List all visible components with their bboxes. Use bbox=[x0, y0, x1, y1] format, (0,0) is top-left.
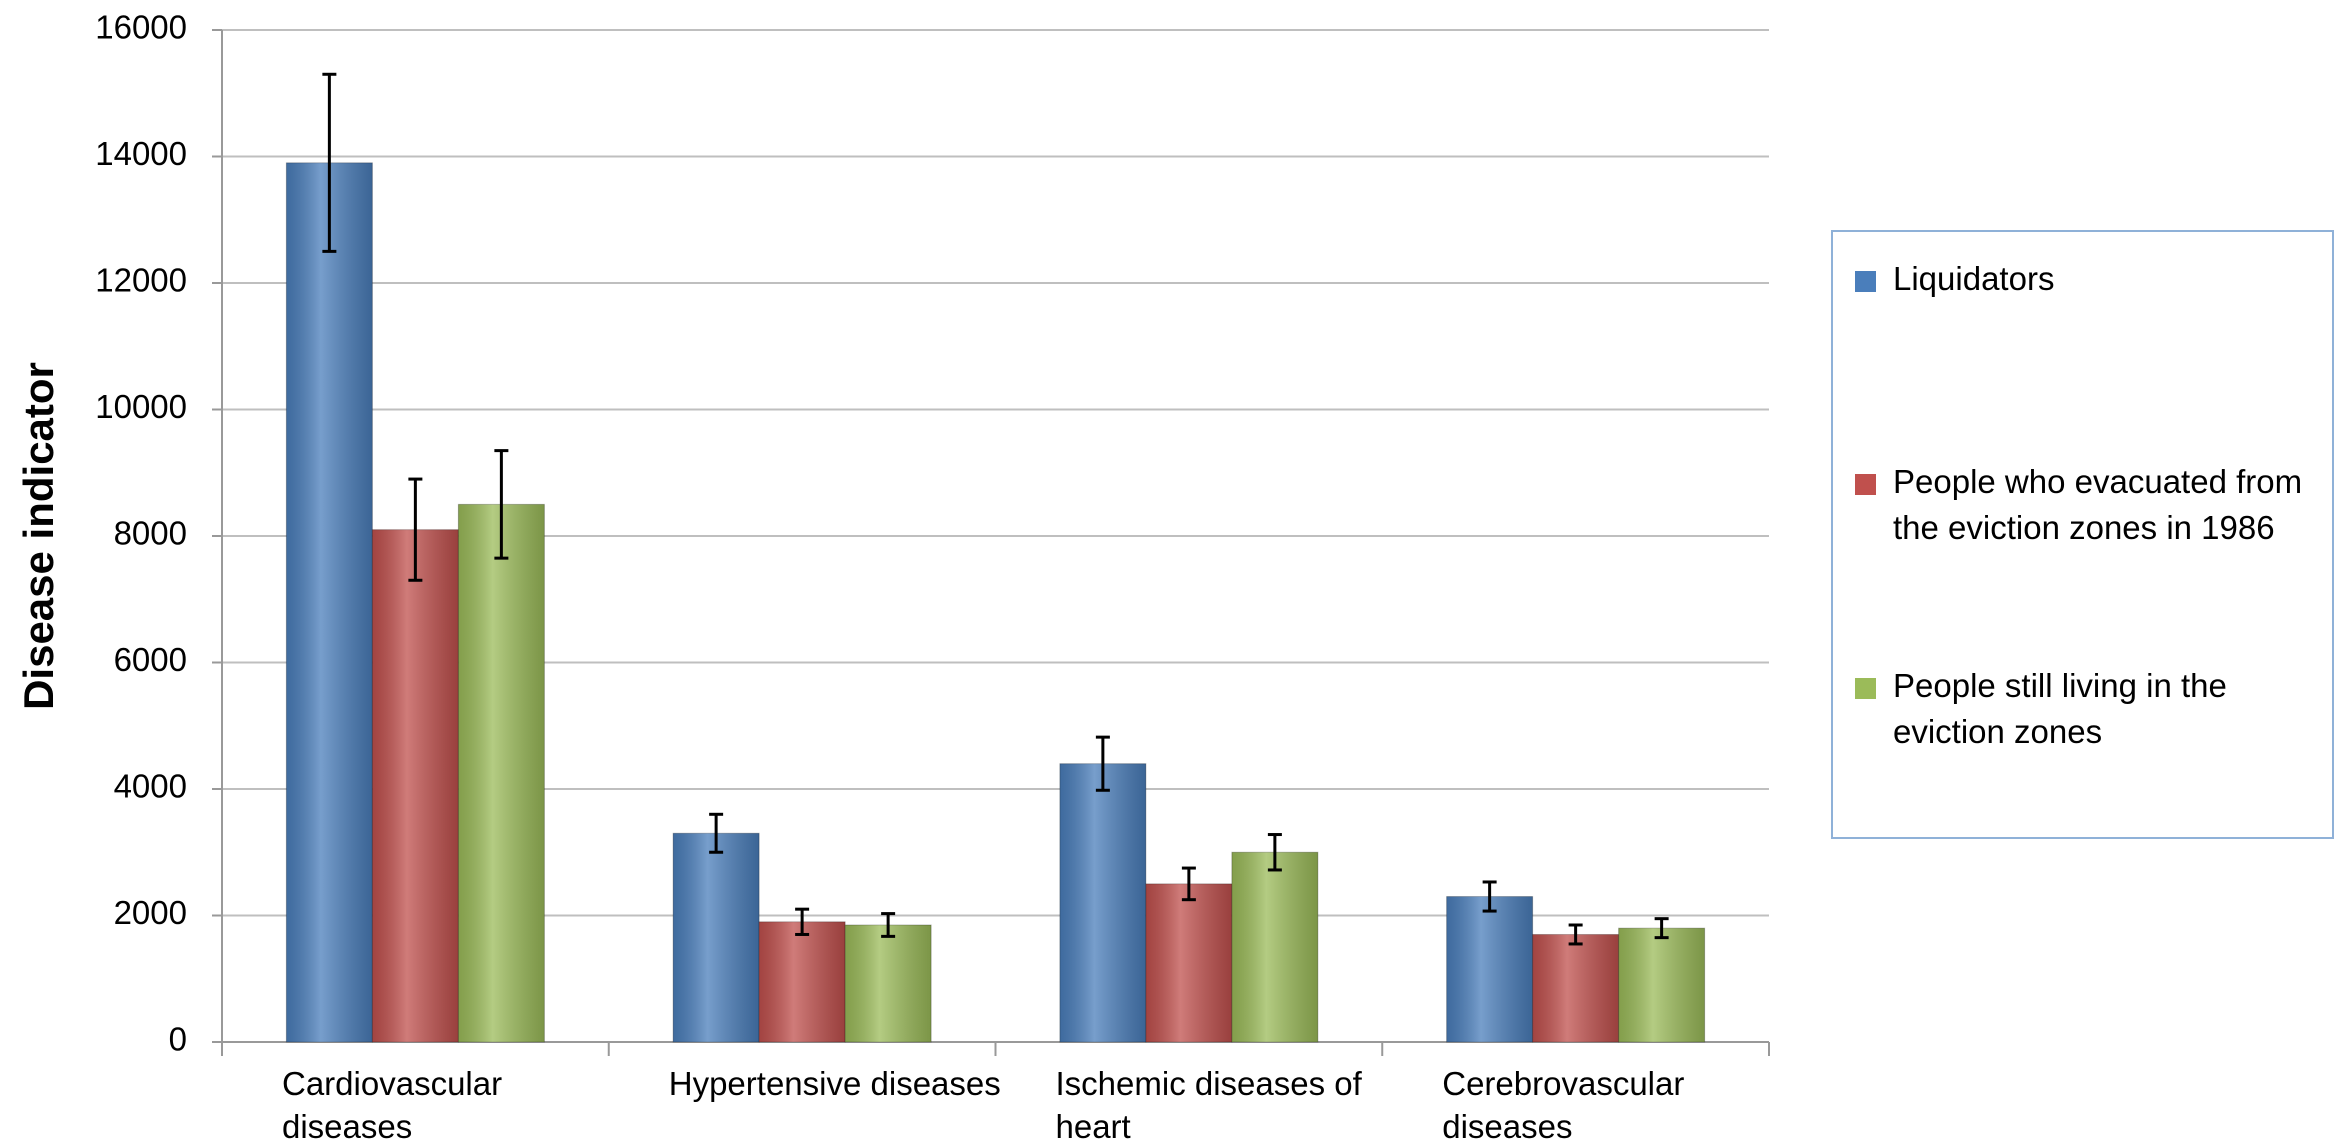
legend: Liquidators People who evacuated from the… bbox=[1831, 230, 2334, 839]
bar-highlight bbox=[673, 833, 760, 1042]
bar-highlight bbox=[286, 162, 373, 1042]
error-bar bbox=[881, 912, 896, 938]
error-bar bbox=[795, 907, 810, 936]
y-tick-label: 6000 bbox=[114, 641, 187, 678]
legend-swatch bbox=[1855, 474, 1876, 495]
error-bar bbox=[322, 72, 337, 253]
y-tick-label: 12000 bbox=[95, 262, 187, 299]
y-axis-title: Disease indicator bbox=[15, 362, 62, 710]
error-bar bbox=[494, 449, 509, 560]
legend-swatch bbox=[1855, 678, 1876, 699]
bar-highlight bbox=[458, 504, 545, 1042]
y-tick-label: 14000 bbox=[95, 135, 187, 172]
y-tick-label: 8000 bbox=[114, 515, 187, 552]
legend-label: People still living in the eviction zone… bbox=[1893, 667, 2227, 750]
bar-highlight bbox=[1145, 883, 1232, 1042]
error-bar bbox=[709, 812, 724, 854]
y-tick-label: 2000 bbox=[114, 894, 187, 931]
error-bar bbox=[408, 477, 423, 582]
x-tick-label: Cardiovascular diseases bbox=[282, 1065, 503, 1145]
x-tick-label: Ischemic diseases of heart bbox=[1055, 1065, 1362, 1145]
error-bar bbox=[1568, 923, 1583, 946]
bar-highlight bbox=[1618, 928, 1705, 1042]
bar-highlight bbox=[759, 921, 846, 1042]
x-tick-label: Hypertensive diseases bbox=[668, 1065, 1001, 1102]
y-tick-label: 10000 bbox=[95, 388, 187, 425]
y-tick-label: 4000 bbox=[114, 768, 187, 805]
error-bar bbox=[1095, 735, 1110, 792]
legend-label: Liquidators bbox=[1893, 260, 2055, 297]
error-bar bbox=[1181, 866, 1196, 902]
error-bar bbox=[1482, 880, 1497, 913]
bar-highlight bbox=[1059, 763, 1146, 1042]
error-bar bbox=[1654, 917, 1669, 940]
legend-swatch bbox=[1855, 271, 1876, 292]
bar-highlight bbox=[845, 924, 932, 1042]
y-tick-label: 16000 bbox=[95, 9, 187, 46]
x-tick-label: Cerebrovascular diseases bbox=[1442, 1065, 1685, 1145]
bar-highlight bbox=[1446, 896, 1533, 1042]
bar-highlight bbox=[1532, 934, 1619, 1042]
error-bar bbox=[1267, 833, 1282, 872]
y-tick-label: 0 bbox=[169, 1021, 187, 1058]
legend-label: People who evacuated from the eviction z… bbox=[1893, 463, 2303, 546]
bar-highlight bbox=[1231, 852, 1318, 1042]
bar-highlight bbox=[372, 529, 459, 1042]
